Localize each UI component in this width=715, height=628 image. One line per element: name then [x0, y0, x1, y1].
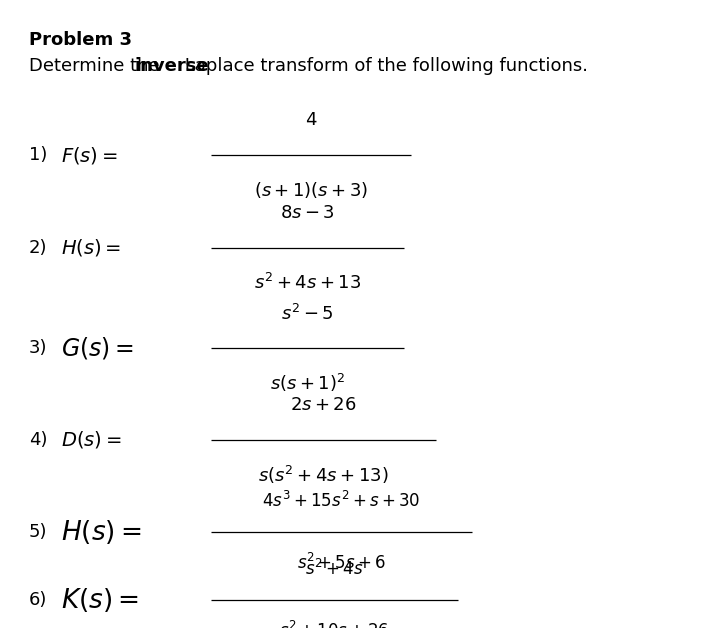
Text: 4): 4) — [29, 431, 47, 449]
Text: $8s-3$: $8s-3$ — [280, 205, 335, 222]
Text: $(s+1)(s+3)$: $(s+1)(s+3)$ — [254, 180, 368, 200]
Text: $2s+26$: $2s+26$ — [290, 396, 357, 414]
Text: $H(s)=$: $H(s)=$ — [61, 237, 121, 259]
Text: $D(s)=$: $D(s)=$ — [61, 430, 122, 450]
Text: Determine the: Determine the — [29, 57, 165, 75]
Text: $s^2+4s$: $s^2+4s$ — [305, 558, 363, 578]
Text: $s^2+4s+13$: $s^2+4s+13$ — [254, 273, 361, 293]
Text: 6): 6) — [29, 591, 47, 609]
Text: inverse: inverse — [134, 57, 209, 75]
Text: 2): 2) — [29, 239, 47, 257]
Text: $H(s)=$: $H(s)=$ — [61, 518, 142, 546]
Text: $s^2-5$: $s^2-5$ — [281, 303, 334, 323]
Text: 5): 5) — [29, 523, 47, 541]
Text: $s(s^2+4s+13)$: $s(s^2+4s+13)$ — [258, 463, 388, 485]
Text: $F(s)=$: $F(s)=$ — [61, 144, 117, 166]
Text: $s(s+1)^2$: $s(s+1)^2$ — [270, 372, 345, 394]
Text: Problem 3: Problem 3 — [29, 31, 132, 50]
Text: $K(s)=$: $K(s)=$ — [61, 586, 139, 614]
Text: 3): 3) — [29, 339, 47, 357]
Text: Laplace transform of the following functions.: Laplace transform of the following funct… — [179, 57, 588, 75]
Text: $4$: $4$ — [305, 111, 317, 129]
Text: $4s^3+15s^2+s+30$: $4s^3+15s^2+s+30$ — [262, 490, 420, 511]
Text: 1): 1) — [29, 146, 47, 164]
Text: $s^2+5s+6$: $s^2+5s+6$ — [297, 553, 385, 573]
Text: $s^2+10s+26$: $s^2+10s+26$ — [279, 621, 389, 628]
Text: $G(s)=$: $G(s)=$ — [61, 335, 134, 361]
